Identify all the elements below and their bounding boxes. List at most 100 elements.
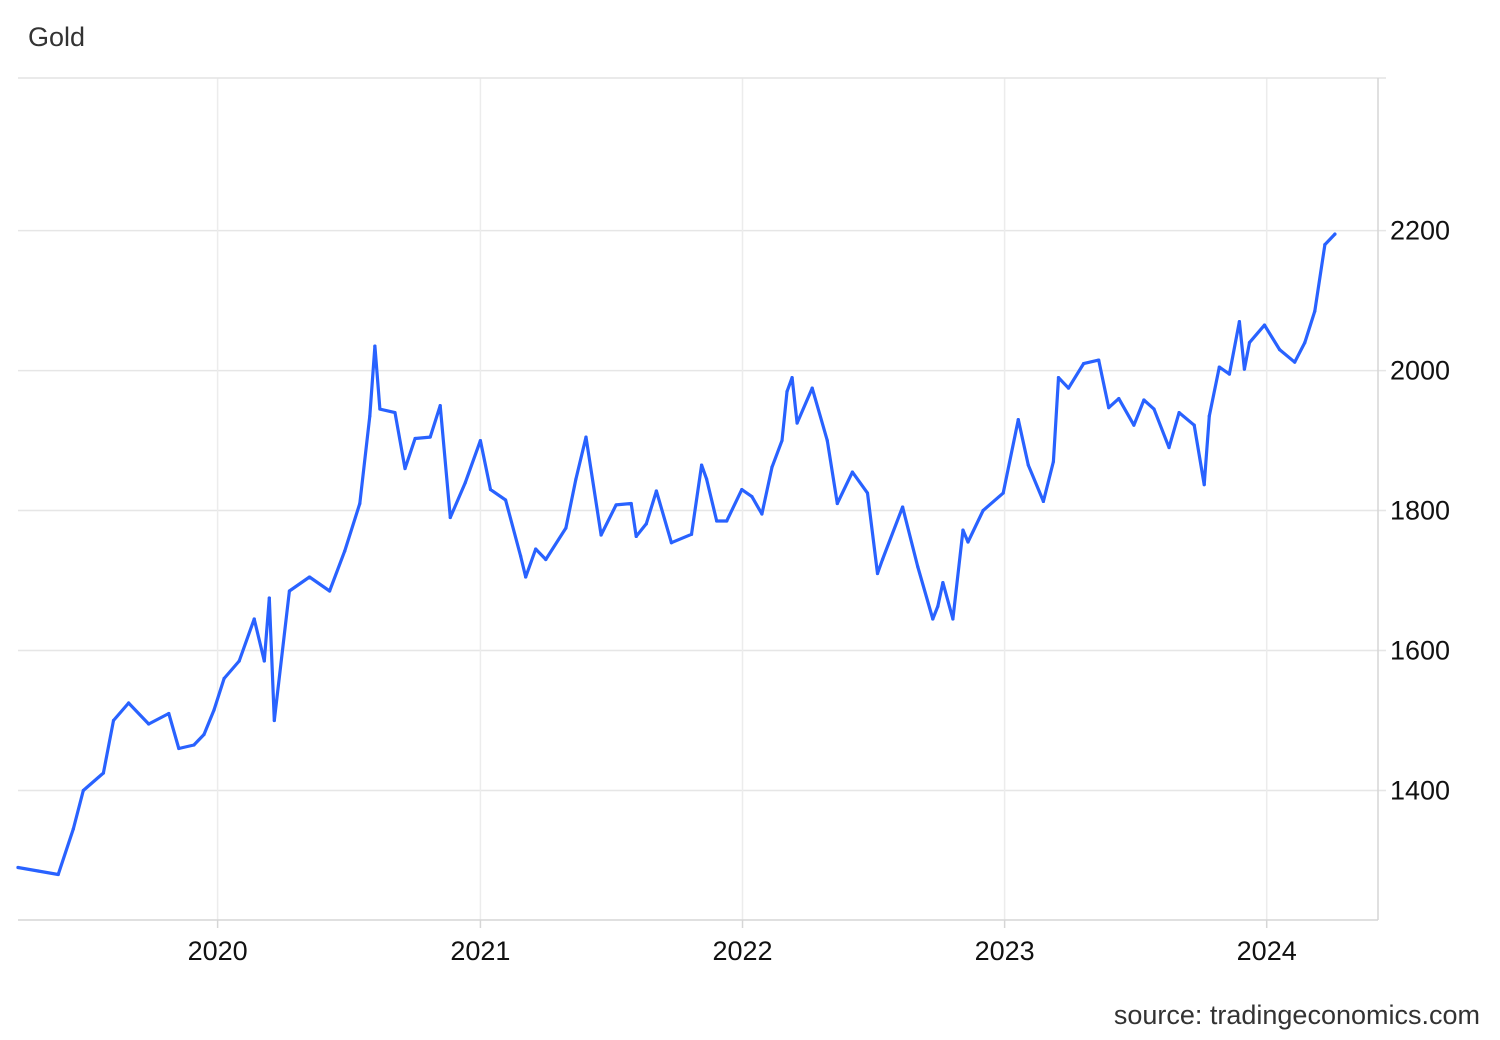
data-point: [644, 522, 648, 526]
data-point: [167, 711, 171, 716]
data-point: [1278, 347, 1282, 352]
data-point: [795, 421, 799, 425]
data-point: [1026, 463, 1030, 467]
y-tick-label: 1600: [1390, 636, 1450, 666]
data-point: [1001, 491, 1005, 495]
data-point: [875, 571, 880, 576]
data-point: [1293, 360, 1297, 364]
data-point: [1117, 396, 1121, 401]
data-point: [689, 532, 694, 536]
data-point: [574, 477, 578, 481]
data-point: [785, 389, 789, 394]
data-point: [343, 549, 347, 553]
price-line: [16, 232, 1337, 877]
data-point: [966, 540, 970, 544]
data-point: [272, 718, 276, 723]
data-point: [403, 466, 407, 471]
data-point: [488, 487, 493, 492]
data-point: [1202, 483, 1206, 487]
x-tick-label: 2022: [712, 936, 772, 966]
grid-layer: [18, 78, 1386, 920]
data-point: [16, 865, 20, 870]
data-point: [599, 533, 603, 537]
data-point: [961, 528, 965, 532]
data-point: [252, 617, 256, 621]
data-point: [770, 465, 774, 469]
data-point: [790, 375, 794, 380]
data-point: [368, 414, 372, 418]
data-point: [725, 519, 729, 523]
data-point: [1237, 319, 1242, 324]
y-tick-label: 2000: [1390, 356, 1450, 386]
data-point: [931, 617, 935, 621]
data-point: [880, 557, 885, 562]
data-point: [1242, 367, 1247, 371]
data-point: [81, 788, 85, 793]
data-point: [850, 470, 854, 474]
data-point: [503, 498, 508, 502]
data-point: [865, 491, 870, 495]
data-point: [760, 512, 764, 516]
data-point: [126, 701, 131, 705]
data-point: [1142, 398, 1146, 402]
data-point: [1207, 414, 1211, 418]
data-point: [1303, 340, 1307, 345]
data-point: [634, 534, 638, 539]
y-tick-label: 1800: [1390, 496, 1450, 526]
data-point: [192, 743, 196, 747]
data-point: [1313, 309, 1317, 313]
data-point: [901, 505, 905, 509]
data-point: [750, 494, 754, 499]
data-point: [36, 869, 40, 873]
y-tick-label: 1400: [1390, 776, 1450, 806]
data-point: [810, 386, 814, 390]
data-point: [1051, 459, 1056, 464]
data-point: [237, 659, 241, 663]
data-point: [1333, 232, 1337, 236]
data-point: [358, 501, 362, 506]
data-point: [212, 708, 216, 712]
data-point: [262, 659, 266, 663]
x-tick-label: 2023: [975, 936, 1035, 966]
tick-label-layer: 1400 1600 1800 2000 2200 2020 2021 2022 2023 2024: [188, 216, 1450, 966]
data-point: [393, 410, 397, 415]
data-point: [1247, 340, 1252, 345]
x-tick-label: 2020: [188, 936, 248, 966]
axis-layer: [18, 77, 1386, 928]
data-point: [1016, 417, 1020, 422]
series-layer: [16, 232, 1337, 877]
data-point: [1081, 361, 1086, 366]
data-point: [267, 596, 271, 600]
data-point: [287, 589, 292, 593]
data-point: [101, 771, 106, 775]
data-point: [629, 501, 633, 506]
data-point: [202, 732, 206, 737]
data-point: [1217, 365, 1221, 369]
data-point: [438, 403, 442, 408]
data-point: [448, 515, 452, 520]
data-point: [715, 519, 719, 523]
data-point: [654, 489, 658, 493]
data-point: [177, 746, 181, 751]
data-point: [478, 438, 483, 443]
data-point: [584, 435, 588, 439]
y-tick-label: 2200: [1390, 216, 1450, 246]
data-point: [1262, 323, 1267, 327]
data-point: [614, 503, 618, 507]
data-point: [1107, 406, 1111, 410]
chart-title: Gold: [28, 22, 86, 52]
data-point: [544, 557, 548, 562]
data-point: [1066, 386, 1071, 390]
data-point: [1323, 242, 1327, 247]
source-note: source: tradingeconomics.com: [1113, 1000, 1480, 1030]
data-point: [373, 344, 377, 348]
data-point: [307, 575, 312, 579]
data-point: [564, 526, 568, 530]
data-point: [1056, 375, 1061, 380]
data-point: [534, 547, 538, 551]
data-point: [378, 407, 382, 411]
data-point: [1152, 407, 1156, 411]
data-point: [428, 435, 432, 439]
data-point: [328, 589, 332, 593]
